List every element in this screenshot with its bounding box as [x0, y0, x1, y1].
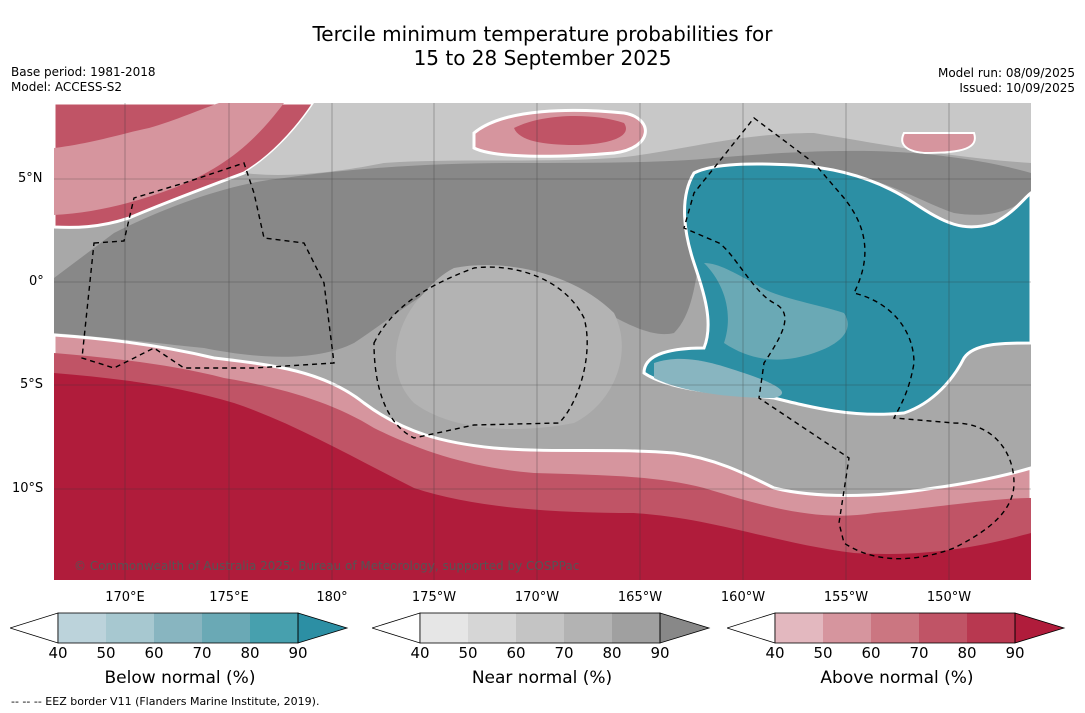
colorbar-above-ticks: 40 50 60 70 80 90: [727, 644, 1067, 664]
colorbar-below-label: Below normal (%): [104, 668, 256, 688]
colorbar-below-normal: 40 50 60 70 80 90 Below normal (%): [8, 612, 350, 688]
colorbar-near-normal: 40 50 60 70 80 90 Near normal (%): [370, 612, 712, 688]
tick: 50: [813, 644, 833, 662]
below-zone-east-light: [654, 358, 783, 398]
lon-label-175w: 175°W: [411, 590, 457, 605]
tick: 40: [48, 644, 68, 662]
above-zone-northeast-blob: [901, 132, 976, 155]
model-name: Model: ACCESS-S2: [11, 80, 123, 94]
tick: 70: [192, 644, 212, 662]
lon-label-175e: 175°E: [209, 590, 249, 605]
lat-label-0: 0°: [29, 274, 44, 289]
above-zone-south-strong: [54, 373, 1031, 580]
tick: 90: [288, 644, 308, 662]
colorbar-above-label: Above normal (%): [820, 668, 974, 688]
below-swatch-60: [154, 613, 202, 643]
tick: 50: [458, 644, 478, 662]
tick: 90: [650, 644, 670, 662]
tick: 40: [765, 644, 785, 662]
lon-label-180: 180°: [316, 590, 348, 605]
colorbar-near-label: Near normal (%): [471, 668, 613, 688]
colorbar-near-ticks: 40 50 60 70 80 90: [372, 644, 712, 664]
tick: 70: [909, 644, 929, 662]
near-zone-center-light: [395, 265, 622, 429]
tick: 50: [96, 644, 116, 662]
above-zone-northwest-weak: [54, 103, 284, 215]
graticule: [54, 103, 1031, 580]
colorbar-above-normal: 40 50 60 70 80 90 Above normal (%): [725, 612, 1067, 688]
title-line-2: 15 to 28 September 2025: [413, 46, 672, 70]
tick: 40: [410, 644, 430, 662]
map-title: Tercile minimum temperature probabilitie…: [0, 22, 1085, 70]
title-line-1: Tercile minimum temperature probabilitie…: [312, 22, 773, 46]
meta-left: Base period: 1981-2018 Model: ACCESS-S2: [11, 65, 156, 95]
tick: 60: [144, 644, 164, 662]
tick: 80: [240, 644, 260, 662]
tick: 80: [602, 644, 622, 662]
tick: 70: [554, 644, 574, 662]
lon-label-160w: 160°W: [720, 590, 766, 605]
issued-date: Issued: 10/09/2025: [959, 81, 1075, 95]
model-run: Model run: 08/09/2025: [937, 66, 1075, 80]
lon-label-170w: 170°W: [514, 590, 560, 605]
tick: 60: [506, 644, 526, 662]
tick: 90: [1005, 644, 1025, 662]
below-zone-east-weak-ring: [704, 263, 848, 360]
probability-map: © Commonwealth of Australia 2025, Bureau…: [54, 103, 1031, 580]
eez-borders: [81, 117, 1015, 560]
tick: 60: [861, 644, 881, 662]
below-swatch-50: [106, 613, 154, 643]
lon-label-155w: 155°W: [823, 590, 869, 605]
below-swatch-40: [58, 613, 106, 643]
meta-right: Model run: 08/09/2025 Issued: 10/09/2025: [938, 66, 1075, 96]
colorbar-above-swatches: [725, 612, 1066, 644]
colorbar-near-swatches: [370, 612, 711, 644]
above-zone-north-core: [514, 116, 626, 145]
copyright-text: © Commonwealth of Australia 2025, Bureau…: [74, 559, 579, 573]
lon-label-170e: 170°E: [105, 590, 145, 605]
colorbar-below-swatches: [8, 612, 349, 644]
base-period: Base period: 1981-2018: [11, 65, 156, 79]
lon-label-165w: 165°W: [617, 590, 663, 605]
lon-label-150w: 150°W: [926, 590, 972, 605]
lat-label-5n: 5°N: [18, 171, 43, 186]
lat-label-5s: 5°S: [20, 377, 44, 392]
below-swatch-70: [202, 613, 250, 643]
tick: 80: [957, 644, 977, 662]
below-swatch-80: [250, 613, 298, 643]
near-zone-center-strong: [54, 150, 1031, 357]
footer-eez-note: -- -- -- EEZ border V11 (Flanders Marine…: [11, 695, 320, 708]
lat-label-10s: 10°S: [12, 481, 44, 496]
colorbar-below-ticks: 40 50 60 70 80 90: [10, 644, 350, 664]
